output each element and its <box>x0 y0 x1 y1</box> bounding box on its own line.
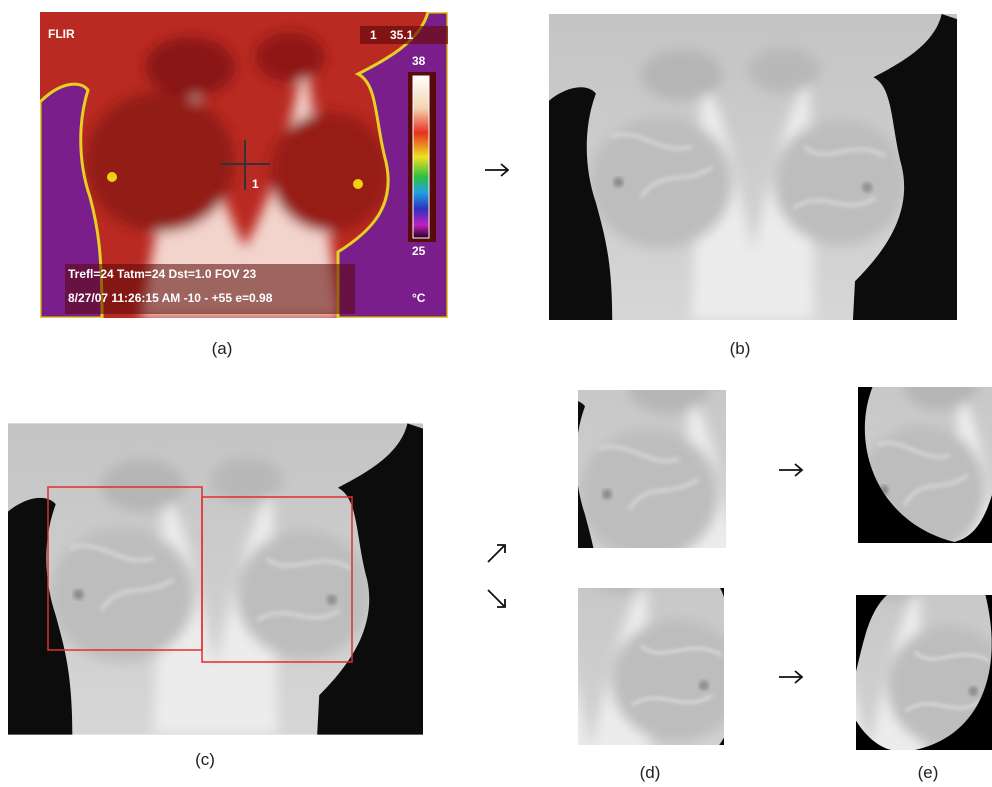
brand: FLIR <box>48 27 75 41</box>
caption: (e) <box>918 763 939 782</box>
crop-right <box>390 516 793 787</box>
caption: (a) <box>212 339 233 358</box>
scale-max: 38 <box>412 54 426 68</box>
spot-marker: 1 <box>370 28 377 42</box>
grayscale-image <box>8 423 423 734</box>
figure: 1 FLIR 1 35.1 38 25 Trefl=24 Tatm=24 Dst… <box>0 0 992 787</box>
spot-value: 35.1 <box>390 28 414 42</box>
grayscale-image <box>549 14 957 320</box>
datetime: 8/27/07 11:26:15 AM -10 - +55 e=0.98 <box>68 291 273 305</box>
params: Trefl=24 Tatm=24 Dst=1.0 FOV 23 <box>68 267 257 281</box>
segmented-right <box>681 524 992 787</box>
caption: (b) <box>730 339 751 358</box>
caption: (d) <box>640 763 661 782</box>
thermal-image: 1 FLIR 1 35.1 38 25 Trefl=24 Tatm=24 Dst… <box>40 12 448 318</box>
cross-marker: 1 <box>252 177 259 191</box>
segmented-left <box>823 325 992 625</box>
unit: °C <box>412 291 426 305</box>
caption: (c) <box>195 750 215 769</box>
scale-min: 25 <box>412 244 426 258</box>
